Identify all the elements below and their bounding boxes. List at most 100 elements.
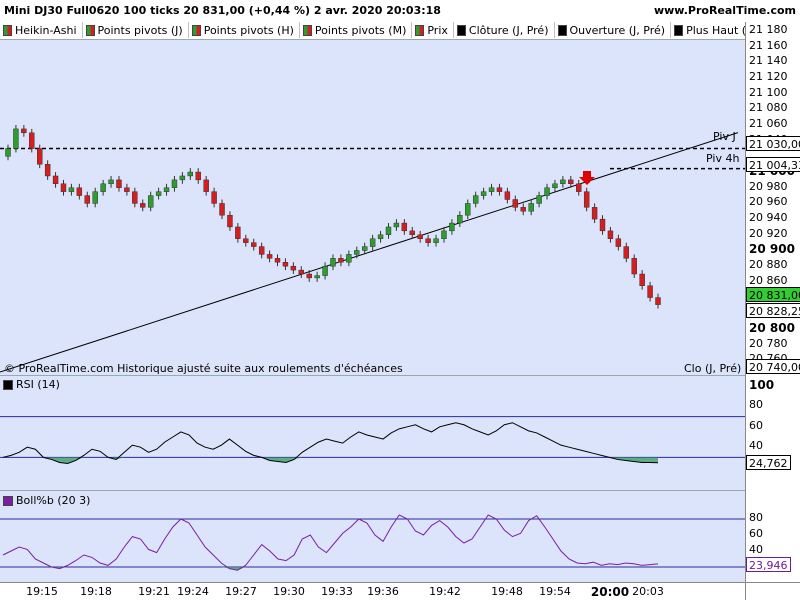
indicator-legend-bar: Heikin-Ashi Points pivots (J) Points pivot… [0,22,745,39]
candle [155,191,162,196]
boll-panel[interactable]: Boll%b (20 3) [0,490,745,582]
price-axis-label: 20 860 [749,273,788,287]
price-axis-label: 21 180 [749,22,788,36]
copyright-footnote: © ProRealTime.com Historique ajusté suit… [4,362,403,375]
legend-label: Points pivots (M) [314,23,407,37]
price-axis-label: 20 780 [749,336,788,350]
price-axis-label: 20 800 [749,320,795,335]
candle [417,234,423,239]
candle [362,246,368,251]
candle [599,218,606,232]
rsi-label[interactable]: RSI (14) [3,378,62,391]
candle [29,132,35,149]
price-axis-label: 20 960 [749,195,788,209]
candle [227,214,233,228]
legend-item-1[interactable]: Points pivots (J) [83,22,189,38]
time-axis[interactable]: 19:15 19:18 19:21 19:24 19:27 19:30 19:33 19:36… [0,582,745,600]
legend-label: Points pivots (H) [203,23,294,37]
legend-swatch-icon [191,24,201,36]
legend-label: Plus Haut (J, Pré) [686,23,745,37]
candle [480,191,487,196]
rsi-value-box: 24,762 [746,455,791,470]
candle [639,273,645,286]
candle [369,238,376,247]
legend-item-2[interactable]: Points pivots (H) [189,22,300,38]
legend-label: Clôture (J, Pré) [468,23,549,37]
piv-4h-value-box: 21 004,33 [746,157,800,172]
candle [314,275,320,279]
candle [655,297,661,305]
candle [266,254,273,259]
price-axis-label: 21 120 [749,69,788,83]
rsi-label-text: RSI (14) [16,378,60,391]
candle [607,230,614,239]
boll-label-text: Boll%b (20 3) [16,494,91,507]
candle [583,191,590,208]
trendline [0,132,739,373]
legend-item-3[interactable]: Points pivots (M) [300,22,413,38]
boll-line [2,514,659,571]
boll-chart-svg [0,514,745,571]
candle [623,246,629,259]
candle [108,179,114,185]
candle [647,285,653,298]
candle [235,226,241,239]
candle [338,258,344,263]
candle [449,222,455,232]
rsi-axis[interactable]: 10080604020 [745,375,800,490]
candle [116,179,122,188]
candle [140,203,146,208]
candle [457,214,463,224]
candle [536,195,542,204]
candle [92,191,98,204]
legend-label: Prix [427,23,448,37]
legend-swatch-icon [415,24,425,36]
down-arrow-icon [579,171,595,185]
price-axis[interactable]: 21 180 21 160 21 140 21 120 21 100 21 080 21 0… [745,22,800,375]
candle [425,238,431,243]
legend-item-5[interactable]: Clôture (J, Pré) [454,22,555,38]
candle [576,183,582,192]
clo-label: Clo (J, Pré) [684,362,742,375]
time-axis-label: 20:00 [590,585,630,599]
rsi-panel[interactable]: RSI (14) [0,375,745,490]
candle [52,175,59,185]
candle [100,183,106,192]
legend-item-7[interactable]: Plus Haut (J, Pré) [671,22,745,38]
candle [472,195,479,204]
rsi-chart-svg [0,416,745,465]
candle [528,203,534,212]
candle [21,128,27,134]
low-value-box: 20 828,25 [746,303,800,318]
legend-item-0[interactable]: Heikin-Ashi [0,22,83,38]
candle [179,175,186,181]
time-axis-label: 19:54 [539,585,571,598]
candle [346,254,352,263]
time-axis-label: 19:30 [273,585,305,598]
boll-axis-label: 60 [749,527,763,540]
boll-label[interactable]: Boll%b (20 3) [3,494,93,507]
legend-item-6[interactable]: Ouverture (J, Pré) [555,22,672,38]
candle [5,148,11,157]
candle [615,238,622,247]
candle [84,195,90,204]
candle [243,238,249,243]
legend-item-4[interactable]: Prix [412,22,454,38]
site-link[interactable]: www.ProRealTime.com [653,4,796,17]
legend-swatch-icon [557,24,567,36]
legend-swatch-icon [456,24,466,36]
price-axis-label: 21 060 [749,116,788,130]
price-axis-label: 21 080 [749,101,788,115]
candle [560,179,566,185]
candle [465,203,471,216]
boll-value-box: 23,946 [746,557,791,572]
rsi-axis-label: 60 [749,418,763,432]
candle [504,191,511,200]
candle [282,262,289,267]
price-axis-label: 20 900 [749,242,795,257]
candle [512,199,519,208]
candle [306,273,312,279]
price-panel[interactable]: Piv J Piv 4h Clo (J, Pré) © ProRealTime.… [0,39,745,376]
rsi-axis-label: 100 [749,378,775,392]
candle [60,183,67,192]
